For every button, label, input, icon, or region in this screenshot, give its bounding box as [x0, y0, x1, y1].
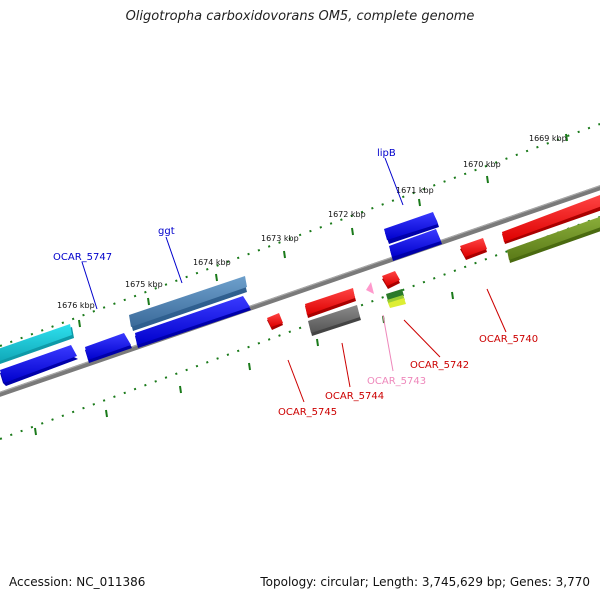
scale-label: 1676 kbp: [57, 301, 95, 310]
ocar5747-leader: [81, 261, 98, 310]
scale-label: 1670 kbp: [463, 160, 501, 169]
ocar5743-leader: [382, 314, 394, 372]
gene-label-ocar5747[interactable]: OCAR_5747: [53, 252, 112, 263]
major-tick: [565, 133, 568, 142]
major-tick: [78, 319, 81, 328]
major-tick: [283, 250, 286, 259]
gene-green-stack[interactable]: [386, 289, 406, 308]
gene-red-small-right[interactable]: [460, 238, 487, 260]
gene-gray-5744[interactable]: [308, 305, 361, 336]
major-tick: [351, 227, 354, 236]
gene-blue-long[interactable]: [135, 296, 251, 348]
gene-olive[interactable]: [507, 216, 600, 263]
gene-red-5744[interactable]: [305, 288, 356, 318]
gene-red-5740[interactable]: [502, 195, 600, 244]
forward-major-ticks: [78, 133, 568, 328]
lipB-leader: [384, 157, 404, 206]
gene-blue-5741[interactable]: [389, 229, 442, 261]
scale-label: 1675 kbp: [125, 280, 163, 289]
major-tick: [215, 273, 218, 282]
scale-label: 1674 kbp: [193, 258, 231, 267]
genome-title: Oligotropha carboxidovorans OM5, complet…: [125, 9, 475, 24]
major-tick: [147, 297, 150, 306]
major-tick: [418, 198, 421, 207]
reverse-scale-line: [0, 216, 600, 440]
gene-pink-5743[interactable]: [366, 282, 374, 294]
genome-summary-text: Topology: circular; Length: 3,745,629 bp…: [260, 575, 590, 589]
major-tick: [486, 175, 489, 184]
gene-blue-left[interactable]: [0, 345, 78, 386]
genome-backbone: [0, 185, 600, 397]
ocar5744-leader: [341, 342, 351, 388]
scale-label: 1672 kbp: [328, 210, 366, 219]
gene-label-ocar5742[interactable]: OCAR_5742: [410, 360, 469, 371]
gene-label-ocar5744[interactable]: OCAR_5744: [325, 391, 384, 402]
ggt-leader: [165, 236, 183, 284]
scale-label: 1673 kbp: [261, 234, 299, 243]
gene-red-5742[interactable]: [382, 271, 400, 289]
gene-blue-5747[interactable]: [85, 333, 132, 363]
gene-ggt-steel[interactable]: [129, 276, 247, 331]
gene-lipB[interactable]: [384, 212, 439, 244]
ocar5740-leader: [486, 288, 507, 333]
scale-label: 1671 kbp: [396, 186, 434, 195]
ocar5742-leader: [403, 319, 441, 358]
gene-label-ocar5743[interactable]: OCAR_5743: [367, 376, 426, 387]
gene-label-ggt[interactable]: ggt: [158, 226, 175, 237]
forward-scale-line: [0, 123, 600, 347]
accession-text: Accession: NC_011386: [9, 575, 146, 589]
gene-label-lipB[interactable]: lipB: [377, 148, 396, 159]
ocar5745-leader: [287, 359, 305, 403]
gene-label-ocar5745[interactable]: OCAR_5745: [278, 407, 337, 418]
gene-label-ocar5740[interactable]: OCAR_5740: [479, 334, 538, 345]
scale-label: 1669 kbp: [529, 134, 567, 143]
gene-teal-5748[interactable]: [0, 324, 74, 365]
gene-red-5745[interactable]: [267, 313, 283, 330]
